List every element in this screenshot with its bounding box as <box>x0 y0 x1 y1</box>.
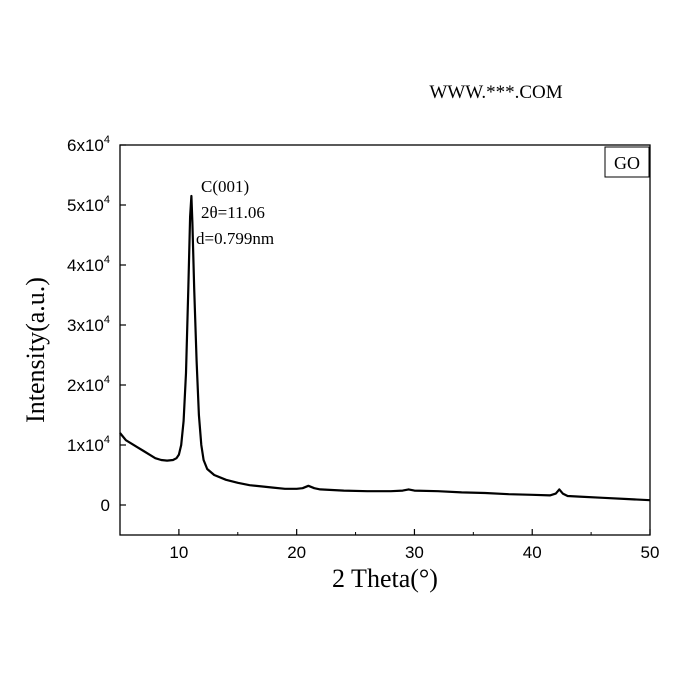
x-axis: 10 20 30 40 50 <box>119 529 660 562</box>
watermark-text: WWW.***.COM <box>429 82 562 103</box>
y-tick-label: 0 <box>101 496 110 515</box>
x-tick-label: 40 <box>523 543 542 562</box>
x-tick-label: 30 <box>405 543 424 562</box>
x-axis-title: 2 Theta(°) <box>332 564 438 593</box>
peak-annotation-angle: 2θ=11.06 <box>201 203 265 222</box>
y-axis-title: Intensity(a.u.) <box>21 277 50 423</box>
x-tick-label: 50 <box>641 543 660 562</box>
y-tick-label: 5x104 <box>67 194 110 215</box>
y-tick-label: 2x104 <box>67 374 110 395</box>
y-tick-label: 1x104 <box>67 434 110 455</box>
y-tick-label: 4x104 <box>67 254 110 275</box>
y-axis: 0 1x104 2x104 3x104 4x104 5x104 6x104 <box>67 134 126 515</box>
series-line <box>119 194 651 502</box>
legend-label: GO <box>614 153 640 173</box>
plot-frame <box>119 144 651 536</box>
legend-box <box>604 146 650 178</box>
peak-annotation-plane: C(001) <box>201 177 249 196</box>
y-tick-label: 6x104 <box>67 134 110 155</box>
peak-annotation-dspacing: d=0.799nm <box>196 229 274 248</box>
x-tick-label: 10 <box>169 543 188 562</box>
x-tick-label: 20 <box>287 543 306 562</box>
y-tick-label: 3x104 <box>67 314 110 335</box>
